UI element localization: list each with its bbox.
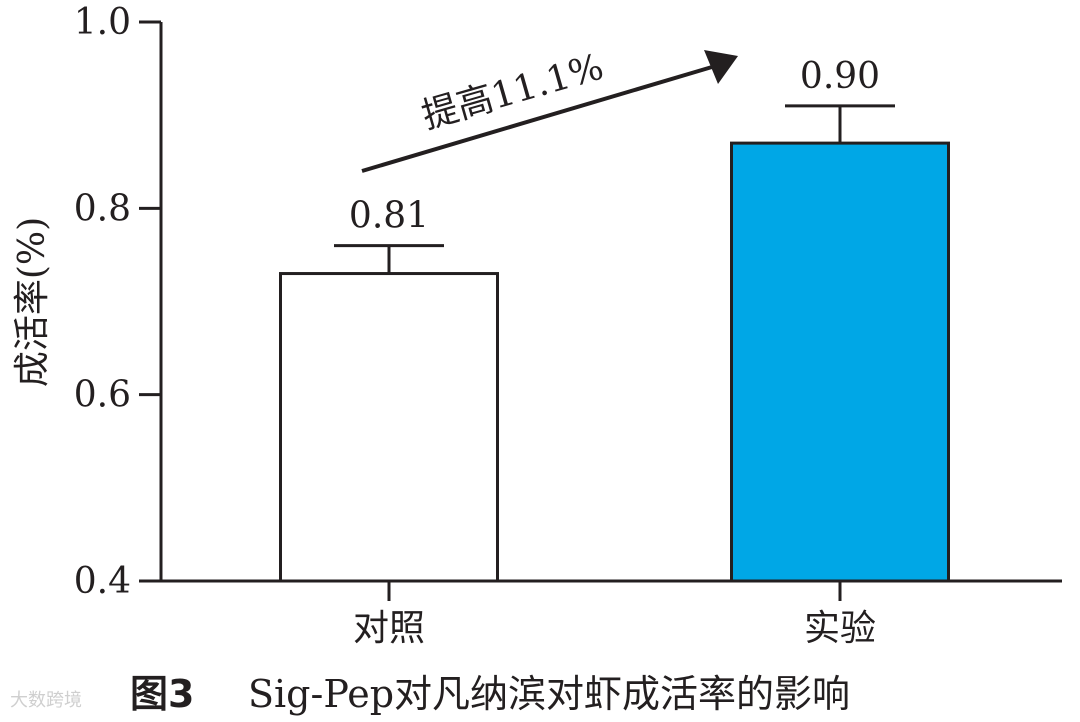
bar xyxy=(279,272,499,583)
figure-caption-prefix: 图3 xyxy=(130,672,194,716)
bars: 0.81 0.90 xyxy=(279,56,950,583)
y-tick-label: 0.4 xyxy=(74,561,131,602)
y-tick-label: 1.0 xyxy=(74,2,131,43)
increase-annotation: 提高11.1% xyxy=(418,47,608,138)
figure-caption: Sig-Pep对凡纳滨对虾成活率的影响 xyxy=(248,672,850,716)
x-ticks: 对照 实验 xyxy=(353,581,876,649)
increase-arrow xyxy=(361,50,738,173)
watermark: 大数跨境 xyxy=(10,690,82,711)
y-tick-label: 0.8 xyxy=(74,188,131,229)
x-tick-label: 实验 xyxy=(804,608,876,649)
y-ticks: 0.4 0.6 0.8 1.0 xyxy=(74,2,161,602)
y-tick-label: 0.6 xyxy=(74,375,131,416)
y-axis-label: 成活率(%) xyxy=(12,217,53,387)
data-label: 0.81 xyxy=(349,196,429,237)
bar xyxy=(730,141,950,583)
x-tick-label: 对照 xyxy=(353,608,425,649)
data-label: 0.90 xyxy=(800,56,880,97)
